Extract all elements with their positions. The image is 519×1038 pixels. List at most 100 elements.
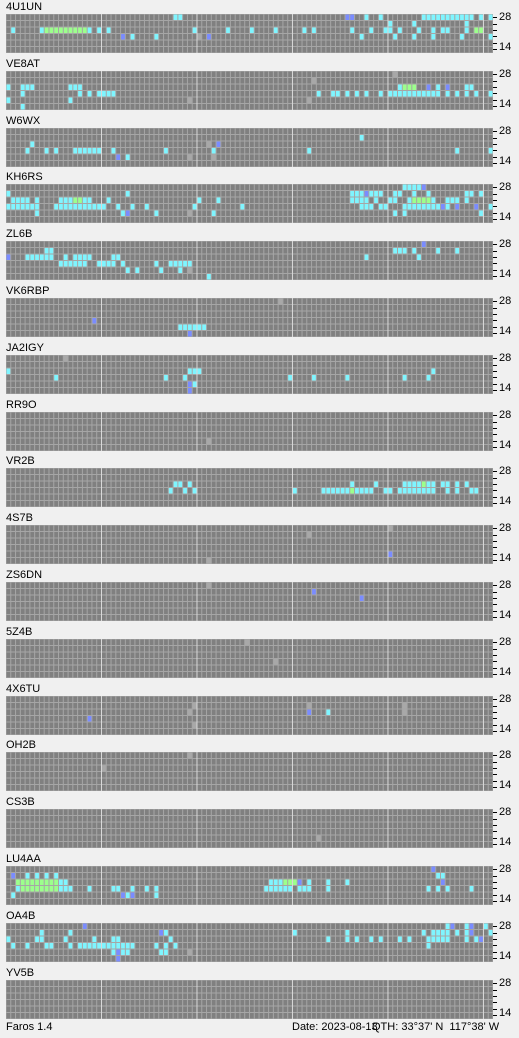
signal-cell xyxy=(10,942,16,949)
propagation-grid[interactable] xyxy=(6,809,493,849)
beacon-callsign: VR2B xyxy=(6,455,35,468)
propagation-grid[interactable] xyxy=(6,184,493,224)
signal-cell xyxy=(435,935,441,943)
propagation-grid[interactable] xyxy=(6,922,493,962)
propagation-grid[interactable] xyxy=(6,127,493,167)
beacon-panel: JA2IGY 28 14 xyxy=(0,341,519,397)
signal-cell xyxy=(34,879,40,886)
signal-cell xyxy=(187,210,193,217)
signal-cell xyxy=(478,27,484,34)
propagation-grid[interactable] xyxy=(6,582,493,621)
scale-tick xyxy=(493,213,497,215)
signal-cell xyxy=(464,481,470,488)
signal-cell xyxy=(87,885,92,892)
signal-cell xyxy=(115,942,121,949)
propagation-grid[interactable] xyxy=(6,241,493,281)
propagation-grid[interactable] xyxy=(6,411,493,451)
signal-cell xyxy=(216,197,221,204)
signal-cell xyxy=(82,922,88,930)
app-version: Faros 1.4 xyxy=(6,1021,53,1033)
signal-cell xyxy=(359,595,365,602)
scale-tick xyxy=(493,901,497,902)
signal-cell xyxy=(182,324,188,331)
scale-tick xyxy=(493,137,497,139)
signal-cell xyxy=(168,487,174,495)
signal-cell xyxy=(91,942,97,949)
signal-cell xyxy=(48,942,54,949)
signal-cell xyxy=(273,879,279,886)
propagation-grid[interactable] xyxy=(6,14,493,53)
signal-cell xyxy=(154,942,159,949)
signal-cell xyxy=(48,879,54,886)
scale-tick xyxy=(493,560,497,562)
signal-cell xyxy=(68,27,73,34)
signal-cell xyxy=(87,147,92,154)
scale-tick xyxy=(493,200,497,202)
signal-cell xyxy=(187,380,193,388)
signal-cell xyxy=(111,147,116,154)
signal-cell xyxy=(154,892,159,899)
scale-tick xyxy=(493,503,497,505)
scale-label-bottom: 14 xyxy=(499,495,512,508)
propagation-grid[interactable] xyxy=(6,70,493,110)
signal-cell xyxy=(196,33,202,40)
scale-tick xyxy=(493,446,497,448)
scale-tick xyxy=(493,995,497,997)
scale-tick xyxy=(493,932,497,934)
signal-cell xyxy=(87,942,92,949)
status-bar: Faros 1.4 Date: 2023-08-13 QTH: 33°37' N… xyxy=(0,1017,519,1037)
signal-cell xyxy=(297,885,303,892)
signal-cell xyxy=(182,260,188,268)
scale-label-bottom: 14 xyxy=(499,836,512,849)
scale-tick xyxy=(493,257,497,259)
propagation-grid[interactable] xyxy=(6,695,493,735)
scale-tick xyxy=(493,641,497,643)
scale-label-top: 28 xyxy=(499,919,512,932)
signal-cell xyxy=(430,481,436,488)
scale-label-bottom: 14 xyxy=(499,949,512,962)
scale-tick xyxy=(493,320,497,321)
propagation-grid[interactable] xyxy=(6,979,493,1019)
signal-cell xyxy=(368,27,374,34)
signal-cell xyxy=(192,367,197,375)
propagation-grid[interactable] xyxy=(6,298,493,337)
signal-cell xyxy=(411,247,417,255)
propagation-grid[interactable] xyxy=(6,525,493,565)
signal-cell xyxy=(77,147,83,154)
signal-cell xyxy=(344,14,350,21)
band-scale: 28 14 xyxy=(493,68,519,110)
signal-cell xyxy=(87,197,92,204)
scale-tick xyxy=(493,219,497,221)
scale-label-bottom: 14 xyxy=(499,325,512,337)
propagation-grid[interactable] xyxy=(6,866,493,905)
signal-cell xyxy=(58,203,64,211)
signal-cell xyxy=(10,892,16,899)
signal-cell xyxy=(187,481,193,488)
signal-cell xyxy=(68,83,73,91)
signal-cell xyxy=(63,879,69,886)
signal-cell xyxy=(96,90,102,97)
signal-cell xyxy=(311,588,317,595)
signal-cell xyxy=(6,203,11,211)
signal-cell xyxy=(397,935,403,943)
signal-cell xyxy=(383,487,388,495)
propagation-grid[interactable] xyxy=(6,638,493,678)
signal-cell xyxy=(63,885,69,892)
scale-tick xyxy=(493,812,497,814)
signal-cell xyxy=(206,582,212,589)
scale-tick xyxy=(493,888,497,889)
signal-cell xyxy=(96,203,102,211)
signal-cell xyxy=(407,935,412,943)
signal-cell xyxy=(306,531,312,539)
propagation-grid[interactable] xyxy=(6,752,493,792)
signal-cell xyxy=(44,27,49,34)
signal-cell xyxy=(478,14,484,21)
propagation-grid[interactable] xyxy=(6,354,493,394)
propagation-grid[interactable] xyxy=(6,468,493,508)
signal-cell xyxy=(120,210,126,217)
scale-tick xyxy=(493,869,497,870)
signal-cell xyxy=(106,27,112,34)
signal-cell xyxy=(58,260,64,268)
signal-cell xyxy=(134,267,140,274)
scale-tick xyxy=(493,944,497,946)
